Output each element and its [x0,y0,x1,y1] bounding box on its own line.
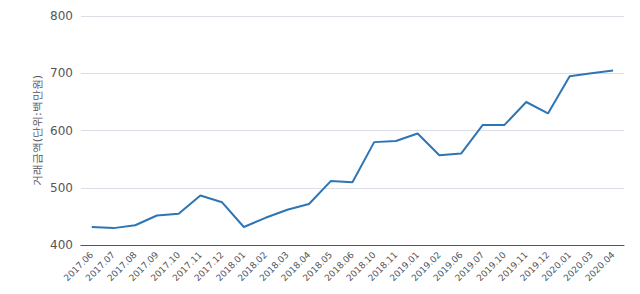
svg-text:2019.10: 2019.10 [474,249,509,284]
svg-text:2018.06: 2018.06 [322,249,356,284]
svg-text:2017.06: 2017.06 [62,249,96,284]
svg-text:2017.11: 2017.11 [170,249,204,284]
svg-text:2018.02: 2018.02 [235,249,270,284]
svg-text:2017.10: 2017.10 [148,249,183,284]
svg-text:400: 400 [50,238,73,252]
svg-text:2017.09: 2017.09 [127,249,161,284]
svg-text:2017.07: 2017.07 [83,249,117,284]
svg-text:2017.08: 2017.08 [105,249,139,284]
svg-text:2017.12: 2017.12 [192,249,226,284]
svg-text:2018.04: 2018.04 [279,249,313,284]
svg-text:2019.07: 2019.07 [453,249,487,284]
svg-text:2020.01: 2020.01 [539,249,574,284]
svg-text:2020.03: 2020.03 [561,249,595,284]
svg-text:600: 600 [50,124,73,138]
svg-text:2019.11: 2019.11 [496,249,530,284]
svg-text:2019.12: 2019.12 [518,249,552,284]
svg-text:2018.11: 2018.11 [366,249,400,284]
svg-text:800: 800 [50,9,73,23]
svg-text:2018.03: 2018.03 [257,249,291,284]
svg-text:2018.05: 2018.05 [300,249,335,284]
svg-text:2020.04: 2020.04 [583,250,617,284]
svg-text:2019.01: 2019.01 [387,249,422,284]
svg-text:700: 700 [50,66,73,80]
svg-text:2019.06: 2019.06 [431,249,465,284]
svg-text:2018.01: 2018.01 [214,249,248,284]
svg-text:거래금액(단위:백만원): 거래금액(단위:백만원) [31,75,44,186]
svg-text:2018.10: 2018.10 [344,249,378,284]
svg-text:2019.02: 2019.02 [409,249,443,284]
svg-text:500: 500 [50,181,73,195]
